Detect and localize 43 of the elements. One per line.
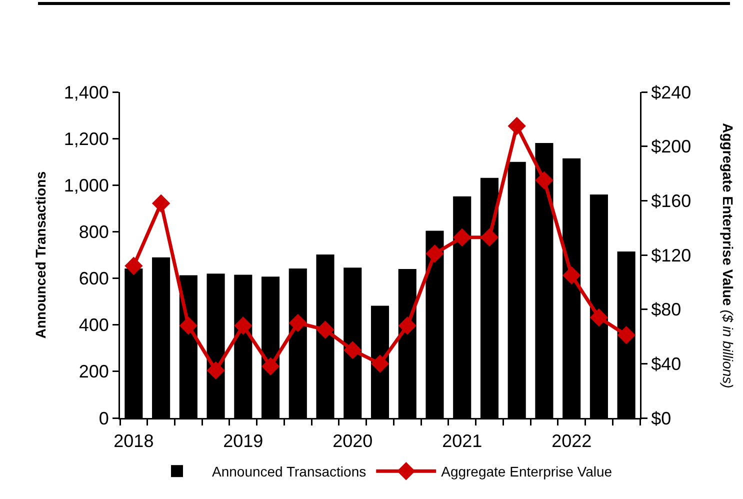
point	[261, 357, 280, 376]
point	[234, 316, 252, 335]
y2-axis-title: Aggregate Enterprise Value ($ in billions)	[720, 123, 736, 388]
y-axis-title: Announced Transactions	[32, 171, 49, 339]
y2-tick-label: $120	[651, 245, 692, 266]
point	[508, 116, 526, 136]
y-tick-label: 400	[78, 315, 109, 336]
y2-tick-label: $40	[651, 354, 682, 374]
point	[426, 244, 444, 263]
point	[562, 266, 581, 284]
point	[206, 361, 225, 380]
point	[535, 171, 554, 190]
point	[453, 228, 472, 246]
point	[370, 354, 390, 373]
y-tick-label: 1,000	[64, 175, 109, 196]
y-tick-label: 800	[78, 222, 109, 242]
y-tick-label: 600	[78, 268, 109, 289]
y2-tick-label: $200	[651, 136, 692, 157]
x-tick-label: 2020	[332, 431, 373, 452]
y2-tick-label: $240	[651, 82, 692, 102]
y-tick-label: 1,400	[64, 82, 109, 102]
point	[344, 340, 362, 360]
y2-tick-label: $80	[651, 300, 682, 320]
point	[288, 314, 307, 332]
point	[617, 326, 636, 344]
x-tick-label: 2022	[552, 431, 592, 452]
legend-label: Aggregate Enterprise Value	[441, 464, 612, 480]
y-tick-label: 1,200	[64, 128, 109, 149]
y-tick-label: 200	[78, 362, 109, 382]
point	[480, 228, 499, 246]
point	[124, 256, 143, 275]
point	[590, 308, 608, 327]
x-tick-label: 2018	[114, 431, 154, 452]
point	[316, 320, 334, 339]
y2-tick-label: $0	[651, 408, 672, 428]
point	[179, 316, 198, 335]
x-tick-label: 2021	[442, 431, 482, 452]
y-tick-label: 0	[98, 408, 109, 428]
legend-label: Announced Transactions	[212, 464, 366, 480]
x-tick-label: 2019	[223, 431, 264, 452]
y2-tick-label: $160	[651, 190, 692, 211]
point	[398, 316, 416, 335]
point	[152, 194, 170, 212]
